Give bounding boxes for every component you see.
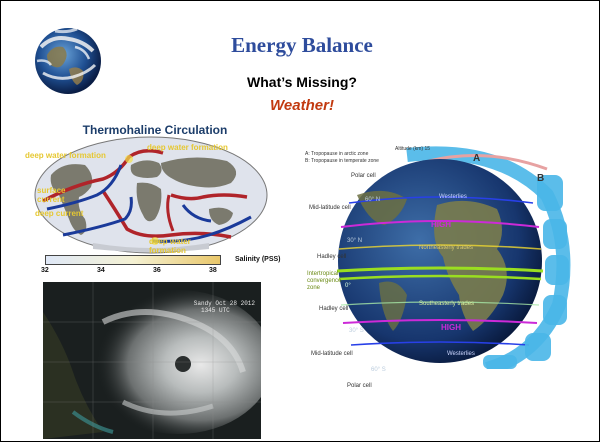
label-high-pressure: HIGH <box>431 220 451 229</box>
label-deep-water-formation: deep water formation <box>25 151 106 160</box>
label-se-trades: Southeasterly trades <box>419 301 475 307</box>
global-circulation-diagram <box>297 145 587 376</box>
label-itcz: Intertropical convergence zone <box>307 271 342 291</box>
label-surface-current: surface current <box>37 186 66 204</box>
label-polar-cell: Polar cell <box>347 383 372 389</box>
latitude-label: 0° <box>345 283 351 289</box>
colorbar-tick: 36 <box>153 267 161 274</box>
label-westerlies: Westerlies <box>439 194 467 200</box>
slide-emphasis: Weather! <box>270 97 334 114</box>
label-westerlies: Westerlies <box>447 351 475 357</box>
colorbar-tick: 32 <box>41 267 49 274</box>
label-mid-latitude-cell: Mid-latitude cell <box>311 351 353 357</box>
colorbar-label: Salinity (PSS) <box>235 256 281 263</box>
slide-subtitle: What’s Missing? <box>247 74 357 90</box>
latitude-label: 30° S <box>349 328 364 334</box>
label-deep-water-formation: deep water formation <box>147 143 228 152</box>
earth-globe-icon <box>35 27 101 94</box>
label-polar-cell: Polar cell <box>351 173 376 179</box>
latitude-label: 60° N <box>365 197 381 203</box>
label-high-pressure: HIGH <box>441 323 461 332</box>
legend-b: B: Tropopause in temperate zone <box>305 158 379 164</box>
thermohaline-map <box>34 136 268 254</box>
latitude-label: 30° N <box>347 238 363 244</box>
label-mid-latitude-cell: Mid-latitude cell <box>309 205 351 211</box>
colorbar-tick: 34 <box>97 267 105 274</box>
satellite-caption: Sandy Oct 28 2012 1345 UTC <box>193 300 255 314</box>
label-deep-current: deep current <box>35 209 84 218</box>
altitude-label: Altitude (km) 15 <box>395 146 431 152</box>
colorbar-gradient <box>45 255 221 265</box>
marker-a: A <box>473 153 481 164</box>
thermohaline-title: Thermohaline Circulation <box>82 123 228 137</box>
latitude-label: 60° S <box>371 367 386 373</box>
label-hadley-cell: Hadley cell <box>319 306 349 312</box>
label-ne-trades: Northeasterly trades <box>419 245 474 251</box>
label-hadley-cell: Hadley cell <box>317 254 347 260</box>
slide-title: Energy Balance <box>231 33 373 57</box>
marker-b: B <box>537 173 545 184</box>
label-deep-water-formation: deep water formation <box>149 237 191 255</box>
satellite-hurricane-image: Sandy Oct 28 2012 1345 UTC <box>43 282 261 439</box>
legend-a: A: Tropopause in arctic zone <box>305 151 369 157</box>
colorbar-tick: 38 <box>209 267 217 274</box>
